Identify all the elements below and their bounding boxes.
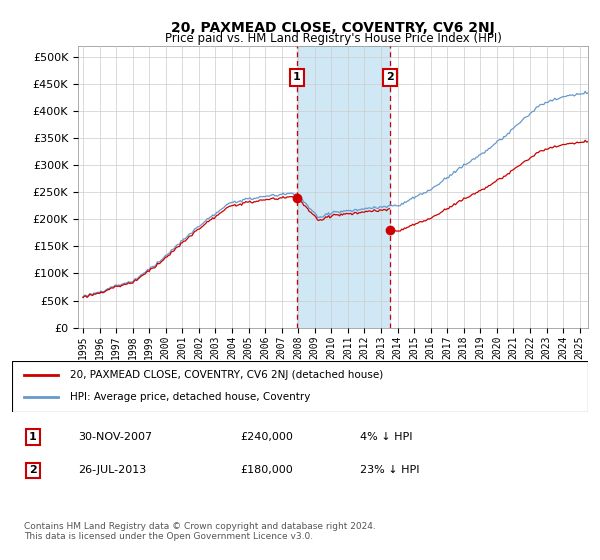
Text: 1: 1 <box>293 72 301 82</box>
Text: Price paid vs. HM Land Registry's House Price Index (HPI): Price paid vs. HM Land Registry's House … <box>164 32 502 45</box>
Text: £180,000: £180,000 <box>240 465 293 475</box>
Text: 2: 2 <box>29 465 37 475</box>
Text: 23% ↓ HPI: 23% ↓ HPI <box>360 465 419 475</box>
Text: Contains HM Land Registry data © Crown copyright and database right 2024.
This d: Contains HM Land Registry data © Crown c… <box>24 522 376 542</box>
Text: HPI: Average price, detached house, Coventry: HPI: Average price, detached house, Cove… <box>70 393 310 403</box>
Text: 20, PAXMEAD CLOSE, COVENTRY, CV6 2NJ: 20, PAXMEAD CLOSE, COVENTRY, CV6 2NJ <box>171 21 495 35</box>
Text: 26-JUL-2013: 26-JUL-2013 <box>78 465 146 475</box>
Text: 20, PAXMEAD CLOSE, COVENTRY, CV6 2NJ (detached house): 20, PAXMEAD CLOSE, COVENTRY, CV6 2NJ (de… <box>70 370 383 380</box>
Text: 4% ↓ HPI: 4% ↓ HPI <box>360 432 413 442</box>
Text: 2: 2 <box>386 72 394 82</box>
Text: 30-NOV-2007: 30-NOV-2007 <box>78 432 152 442</box>
Text: £240,000: £240,000 <box>240 432 293 442</box>
Bar <box>297 46 390 328</box>
Text: 1: 1 <box>29 432 37 442</box>
